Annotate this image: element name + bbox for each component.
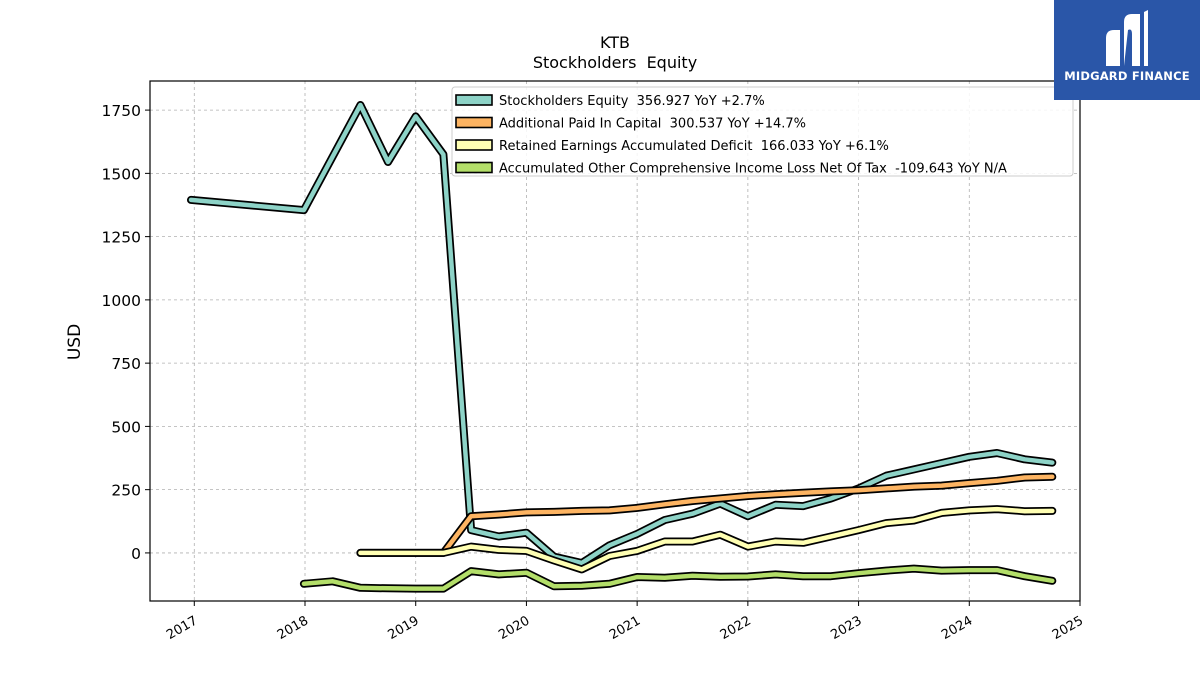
legend-swatch <box>455 161 493 174</box>
legend-label: Retained Earnings Accumulated Deficit 16… <box>499 139 889 154</box>
plot-frame <box>149 80 1081 602</box>
series-group <box>187 101 1057 593</box>
x-tick-label: 2022 <box>718 613 754 643</box>
y-tick-label: 500 <box>111 418 141 436</box>
legend-swatch <box>455 139 493 151</box>
y-tick-label: 250 <box>111 482 141 500</box>
y-axis: 0 250 500 750 1000 1250 1500 1750 <box>102 102 150 563</box>
x-tick-label: 2024 <box>939 613 975 643</box>
legend: Stockholders Equity 356.927 YoY +2.7% Add… <box>451 86 1074 177</box>
x-tick-label: 2023 <box>828 613 864 643</box>
series-line <box>358 474 1055 556</box>
x-tick-label: 2025 <box>1050 613 1086 643</box>
series-line <box>301 566 1055 591</box>
chart-title: KTB <box>600 33 630 52</box>
y-tick-label: 0 <box>131 545 141 563</box>
x-tick-label: 2020 <box>496 613 532 643</box>
legend-label: Additional Paid In Capital 300.537 YoY +… <box>499 117 806 132</box>
x-tick-label: 2021 <box>607 613 643 643</box>
x-axis: 2017 2018 2019 2020 2021 2022 2023 2024 2025 <box>164 601 1086 643</box>
legend-box <box>451 86 1074 177</box>
legend-swatch <box>455 116 493 129</box>
logo-mark-icon <box>1106 10 1148 66</box>
legend-label: Stockholders Equity 356.927 YoY +2.7% <box>499 94 765 109</box>
y-axis-label: USD <box>65 324 85 360</box>
chart-subtitle: Stockholders Equity <box>533 53 697 72</box>
y-tick-label: 1750 <box>102 102 141 120</box>
series-line <box>358 506 1055 572</box>
y-tick-label: 750 <box>111 355 141 373</box>
y-tick-label: 1500 <box>102 165 141 183</box>
x-tick-label: 2018 <box>275 613 311 643</box>
series-line <box>188 102 1055 566</box>
x-tick-label: 2017 <box>164 613 200 643</box>
y-tick-label: 1250 <box>102 229 141 247</box>
x-tick-label: 2019 <box>386 613 422 643</box>
y-tick-label: 1000 <box>102 292 141 310</box>
legend-label: Accumulated Other Comprehensive Income L… <box>499 162 1007 177</box>
logo-text: MIDGARD FINANCE <box>1064 69 1190 83</box>
legend-swatch <box>455 94 493 106</box>
brand-logo: MIDGARD FINANCE <box>1054 0 1200 100</box>
